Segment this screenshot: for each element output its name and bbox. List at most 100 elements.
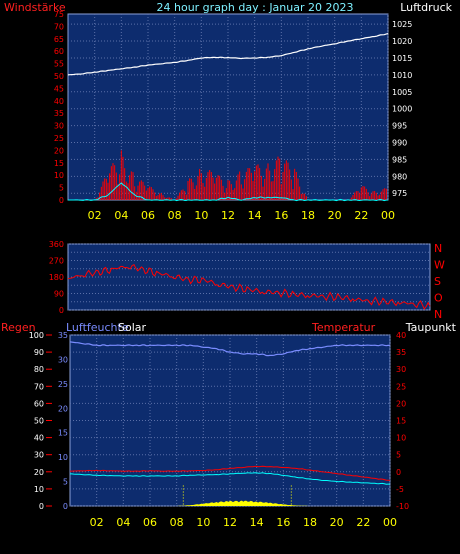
p3-rain-tick-label: 25: [58, 380, 68, 389]
p2-wind-direction-line: [67, 264, 431, 310]
p1-left-tick-label: 50: [54, 72, 64, 81]
p2-direction-label: S: [434, 275, 441, 288]
p2-left-tick-label: 180: [49, 273, 64, 282]
p3-humidity-tick-label: 50: [34, 417, 44, 426]
p2-left-tick-label: 270: [49, 257, 64, 266]
header-left-label: Windstärke: [4, 1, 66, 14]
p3-x-tick-label: 10: [196, 516, 210, 529]
p3-temperature-tick-label: 0: [396, 468, 401, 477]
p3-humidity-tick-label: 80: [34, 365, 44, 374]
p2-direction-label: N: [434, 242, 442, 255]
p3-humidity-tick-label: 20: [34, 468, 44, 477]
p1-right-tick-label: 1015: [392, 54, 412, 63]
p1-right-tick-label: 985: [392, 155, 407, 164]
p3-solar-area: [70, 500, 390, 506]
p3-humidity-tick-label: 0: [39, 502, 44, 511]
p1-left-tick-label: 60: [54, 47, 64, 56]
p1-x-tick-label: 04: [114, 209, 128, 222]
p1-left-tick-label: 20: [54, 146, 64, 155]
p3-x-tick-label: 02: [90, 516, 104, 529]
p3-dewpoint-line: [70, 472, 390, 485]
p3-temperature-tick-label: -5: [396, 485, 404, 494]
p1-left-tick-label: 65: [54, 35, 64, 44]
p1-left-tick-label: 30: [54, 122, 64, 131]
p3-temperature-tick-label: 30: [396, 365, 406, 374]
p3-rain-tick-label: 35: [58, 331, 68, 340]
p1-x-tick-label: 12: [221, 209, 235, 222]
p3-rain-tick-label: 5: [63, 478, 68, 487]
p1-left-tick-label: 55: [54, 60, 64, 69]
p1-right-tick-label: 980: [392, 172, 407, 181]
p1-right-tick-label: 990: [392, 139, 407, 148]
p3-x-tick-label: 12: [223, 516, 237, 529]
p3-x-tick-label: 16: [276, 516, 290, 529]
p1-wind-average-line: [68, 182, 389, 202]
p3-humidity-line: [69, 341, 391, 357]
temperature-label: Temperatur: [311, 321, 376, 334]
p3-x-tick-label: 06: [143, 516, 157, 529]
p1-left-tick-label: 40: [54, 97, 64, 106]
p3-temperature-tick-label: 15: [396, 417, 406, 426]
p1-x-tick-label: 16: [274, 209, 288, 222]
humidity-label: Luftfeuchte: [66, 321, 129, 334]
p1-right-tick-label: 995: [392, 122, 407, 131]
p3-temperature-tick-label: 5: [396, 451, 401, 460]
chart-title: 24 hour graph day : Januar 20 2023: [157, 1, 354, 14]
p3-humidity-tick-label: 10: [34, 485, 44, 494]
p2-left-tick-label: 360: [49, 240, 64, 249]
p3-x-tick-label: 20: [330, 516, 344, 529]
p1-right-tick-label: 1025: [392, 20, 412, 29]
p3-temperature-tick-label: 10: [396, 434, 406, 443]
p1-left-tick-label: 15: [54, 159, 64, 168]
p1-x-tick-label: 22: [354, 209, 368, 222]
p1-x-tick-label: 18: [301, 209, 315, 222]
p2-direction-label: O: [434, 292, 443, 305]
p1-x-tick-label: 10: [194, 209, 208, 222]
p1-left-tick-label: 25: [54, 134, 64, 143]
p3-temperature-line: [70, 465, 391, 481]
p3-temperature-tick-label: 35: [396, 348, 406, 357]
p1-left-tick-label: 5: [59, 184, 64, 193]
p1-pressure-line: [67, 33, 389, 76]
p3-humidity-tick-label: 100: [29, 331, 44, 340]
p3-humidity-tick-label: 90: [34, 348, 44, 357]
p1-right-tick-label: 1020: [392, 37, 412, 46]
p1-right-tick-label: 1000: [392, 105, 412, 114]
p3-humidity-tick-label: 40: [34, 434, 44, 443]
p3-rain-tick-label: 0: [63, 502, 68, 511]
p3-x-tick-label: 04: [116, 516, 130, 529]
p2-left-tick-label: 0: [59, 306, 64, 315]
p3-humidity-tick-label: 70: [34, 382, 44, 391]
p1-x-tick-label: 02: [88, 209, 102, 222]
p1-x-tick-label: 06: [141, 209, 155, 222]
p3-x-tick-label: 14: [250, 516, 264, 529]
p1-left-tick-label: 75: [54, 10, 64, 19]
p3-x-tick-label: 18: [303, 516, 317, 529]
p3-rain-tick-label: 15: [58, 429, 68, 438]
p1-x-tick-label: 20: [328, 209, 342, 222]
p3-humidity-tick-label: 30: [34, 451, 44, 460]
p1-left-tick-label: 0: [59, 196, 64, 205]
p3-temperature-tick-label: -10: [396, 502, 409, 511]
p3-rain-tick-label: 30: [58, 355, 68, 364]
p1-x-tick-label: 14: [248, 209, 262, 222]
p3-humidity-tick-label: 60: [34, 399, 44, 408]
p3-x-tick-label: 08: [170, 516, 184, 529]
p3-x-tick-label: 00: [383, 516, 397, 529]
p3-temperature-tick-label: 25: [396, 382, 406, 391]
p2-direction-label: N: [434, 308, 442, 321]
p3-temperature-tick-label: 20: [396, 399, 406, 408]
p3-rain-tick-label: 10: [58, 453, 68, 462]
header-right-label: Luftdruck: [400, 1, 452, 14]
rain-label: Regen: [1, 321, 36, 334]
p1-left-tick-label: 45: [54, 84, 64, 93]
pressure-wind-panel: 0510152025303540455055606570759759809859…: [54, 10, 413, 222]
solar-label: Solar: [118, 321, 147, 334]
p1-left-tick-label: 10: [54, 171, 64, 180]
dewpoint-label: Taupunkt: [405, 321, 457, 334]
p1-x-tick-label: 00: [381, 209, 395, 222]
p2-left-tick-label: 90: [54, 290, 64, 299]
p1-right-tick-label: 1005: [392, 88, 412, 97]
